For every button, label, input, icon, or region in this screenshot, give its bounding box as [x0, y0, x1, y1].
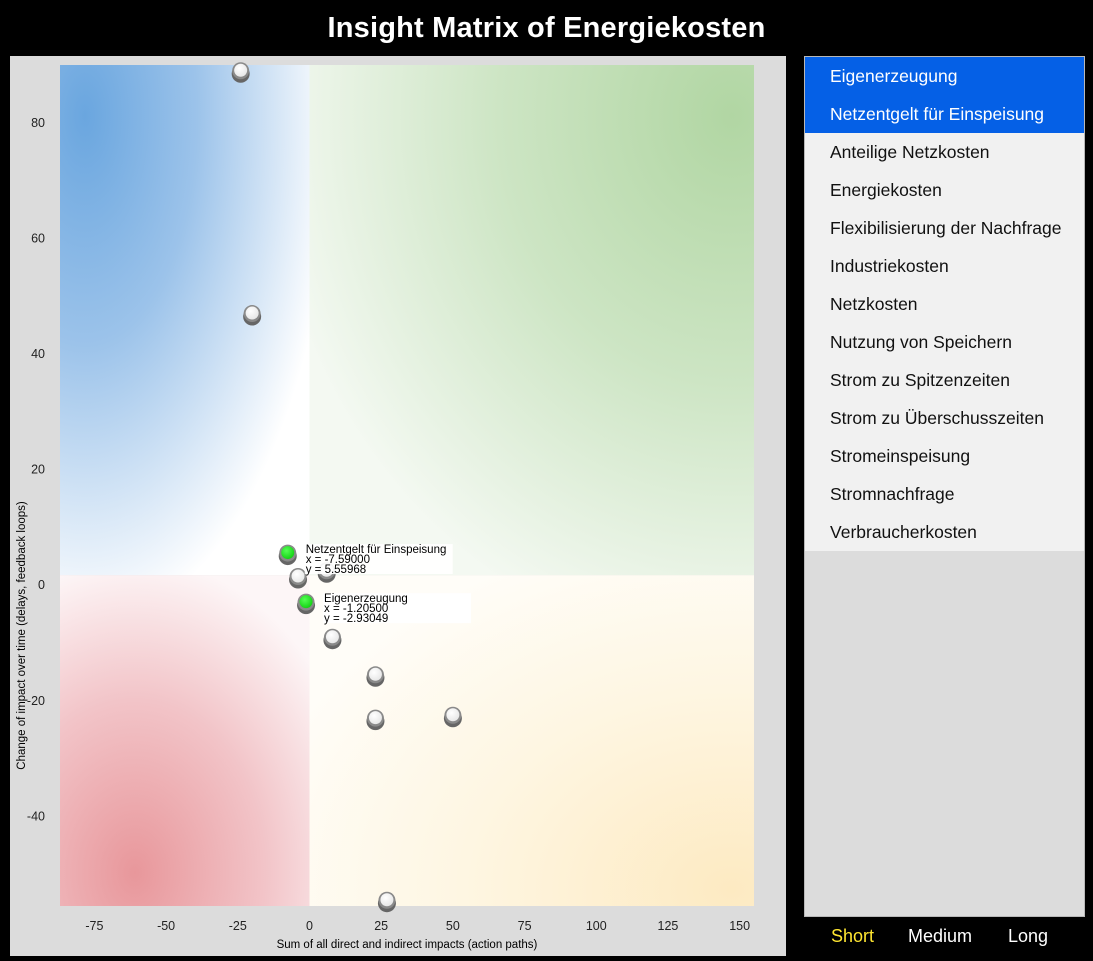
x-axis-label: Sum of all direct and indirect impacts (…: [277, 939, 538, 951]
time-range-selector: Short Medium Long: [804, 917, 1085, 957]
x-tick-label: 100: [586, 919, 607, 933]
quadrant-bottom-right: [309, 575, 754, 906]
factor-list[interactable]: Eigenerzeugung Netzentgelt für Einspeisun…: [804, 56, 1085, 917]
highlighted-data-point[interactable]: [297, 593, 316, 615]
factor-list-item[interactable]: Anteilige Netzkosten: [805, 133, 1084, 171]
factor-list-item[interactable]: Netzkosten: [805, 285, 1084, 323]
point-marker: [291, 569, 305, 583]
factor-list-item[interactable]: Nutzung von Speichern: [805, 323, 1084, 361]
highlighted-data-point[interactable]: [278, 544, 297, 566]
factor-list-item[interactable]: Eigenerzeugung: [805, 57, 1084, 95]
data-point[interactable]: [377, 891, 396, 913]
point-marker: [368, 711, 382, 725]
y-tick-label: -40: [27, 809, 45, 823]
x-tick-label: -25: [229, 919, 247, 933]
tooltip-x-text: x = -1.20500: [324, 603, 388, 615]
x-tick-label: 150: [729, 919, 750, 933]
factor-list-item[interactable]: Strom zu Spitzenzeiten: [805, 361, 1084, 399]
tooltip-label: Netzentgelt für Einspeisung: [306, 544, 447, 556]
tooltip-y-text: y = 5.55968: [306, 564, 366, 576]
x-tick-label: 50: [446, 919, 460, 933]
y-tick-label: 20: [31, 463, 45, 477]
factor-list-item[interactable]: Strom zu Überschusszeiten: [805, 399, 1084, 437]
data-point[interactable]: [323, 628, 342, 650]
data-point[interactable]: [366, 666, 385, 687]
tooltip-background: [323, 593, 472, 624]
factor-list-item[interactable]: Stromeinspeisung: [805, 437, 1084, 475]
x-tick-label: 75: [518, 919, 532, 933]
tooltip-y-text: y = -2.93049: [324, 613, 388, 625]
quadrant-bottom-left: [60, 575, 310, 906]
y-axis-label: Change of impact over time (delays, feed…: [16, 501, 28, 770]
chart-title: Insight Matrix of Energiekosten: [327, 12, 766, 44]
y-tick-label: 0: [38, 578, 45, 592]
data-point[interactable]: [243, 305, 262, 326]
point-marker: [380, 893, 394, 907]
range-medium-button[interactable]: Medium: [908, 926, 973, 946]
factor-list-items: Eigenerzeugung Netzentgelt für Einspeisun…: [805, 57, 1084, 551]
tooltip-background: [304, 544, 453, 575]
x-tick-label: -50: [157, 919, 175, 933]
tooltip-label: Eigenerzeugung: [324, 593, 408, 605]
y-tick-label: 80: [31, 116, 45, 130]
factor-list-item[interactable]: Netzentgelt für Einspeisung: [805, 95, 1084, 133]
tooltip-x-text: x = -7.59000: [306, 554, 370, 566]
data-point[interactable]: [231, 62, 250, 83]
factor-list-item[interactable]: Verbraucherkosten: [805, 513, 1084, 551]
point-marker: [368, 667, 382, 681]
range-long-button[interactable]: Long: [1008, 926, 1049, 946]
point-marker: [299, 595, 313, 609]
point-marker: [325, 630, 339, 644]
point-marker: [281, 546, 295, 560]
point-marker: [446, 708, 460, 722]
factor-list-item[interactable]: Flexibilisierung der Nachfrage: [805, 209, 1084, 247]
y-tick-label: 60: [31, 231, 45, 245]
data-point[interactable]: [366, 709, 385, 731]
data-point[interactable]: [289, 568, 308, 589]
data-point[interactable]: [443, 706, 462, 728]
quadrant-top-left: [60, 65, 310, 576]
quadrant-top-right: [309, 65, 754, 576]
factor-list-item[interactable]: Stromnachfrage: [805, 475, 1084, 513]
factor-list-item[interactable]: Industriekosten: [805, 247, 1084, 285]
x-tick-label: -75: [85, 919, 103, 933]
x-tick-label: 25: [374, 919, 388, 933]
x-tick-label: 125: [658, 919, 679, 933]
insight-matrix-plot[interactable]: -75 -50 -25 0 25 50 75 100 125 150 80 60 40 20 0 -20 -40…: [10, 56, 786, 956]
x-tick-label: 0: [306, 919, 313, 933]
y-tick-label: -20: [27, 694, 45, 708]
scatter-plot-svg[interactable]: -75 -50 -25 0 25 50 75 100 125 150 80 60 40 20 0 -20 -40…: [10, 56, 786, 956]
y-tick-label: 40: [31, 347, 45, 361]
point-marker: [234, 63, 248, 77]
factor-list-item[interactable]: Energiekosten: [805, 171, 1084, 209]
range-short-button[interactable]: Short: [831, 926, 875, 946]
point-marker: [245, 306, 259, 320]
